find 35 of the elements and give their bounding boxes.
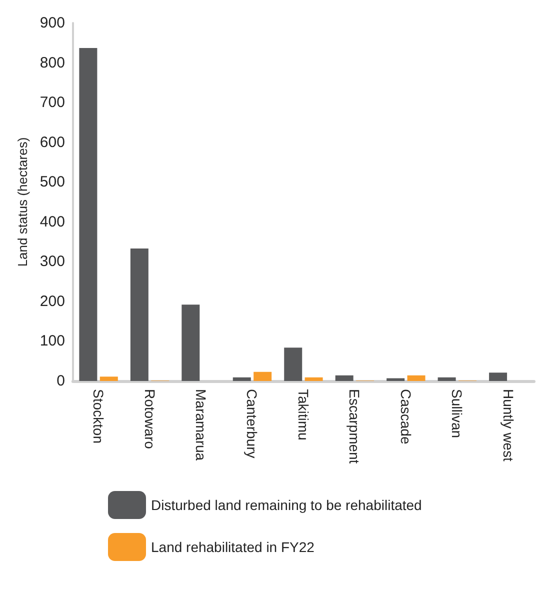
bar (407, 375, 426, 381)
y-tick-label: 0 (56, 372, 65, 390)
y-tick-label: 500 (40, 174, 65, 191)
x-tick-label: Canterbury (244, 389, 260, 458)
bar (100, 376, 118, 381)
bar (232, 377, 251, 381)
legend-label: Disturbed land remaining to be rehabilitated (151, 497, 422, 513)
bar (130, 248, 148, 381)
y-tick-label: 300 (40, 253, 65, 270)
bar (489, 372, 508, 381)
bar (182, 304, 200, 381)
bar (284, 348, 302, 381)
y-tick-label: 200 (40, 292, 65, 310)
y-tick-label: 900 (40, 14, 65, 32)
bar (386, 378, 405, 381)
x-tick-label: Cascade (398, 389, 414, 444)
x-tick-label: Rotowaro (142, 389, 158, 450)
y-tick-label: 400 (40, 213, 65, 230)
y-tick-label: 100 (40, 332, 65, 350)
y-axis-title: Land status (hectares) (15, 137, 30, 267)
x-tick-label: Takitimu (295, 389, 312, 440)
y-tick-label: 600 (40, 134, 65, 151)
legend-label: Land rehabilitated in FY22 (151, 539, 315, 555)
y-tick-label: 800 (40, 54, 65, 72)
x-tick-label: Huntly west (500, 389, 516, 462)
x-tick-label: Stockton (90, 389, 107, 444)
x-tick-label: Maramarua (193, 389, 210, 461)
x-tick-label: Escarpment (346, 389, 363, 464)
y-tick-label: 700 (40, 94, 65, 112)
x-tick-label: Sullivan (449, 389, 466, 438)
bar (304, 377, 323, 381)
bar (79, 48, 98, 381)
bar (254, 372, 272, 381)
bar (438, 377, 456, 381)
bar (335, 375, 354, 381)
